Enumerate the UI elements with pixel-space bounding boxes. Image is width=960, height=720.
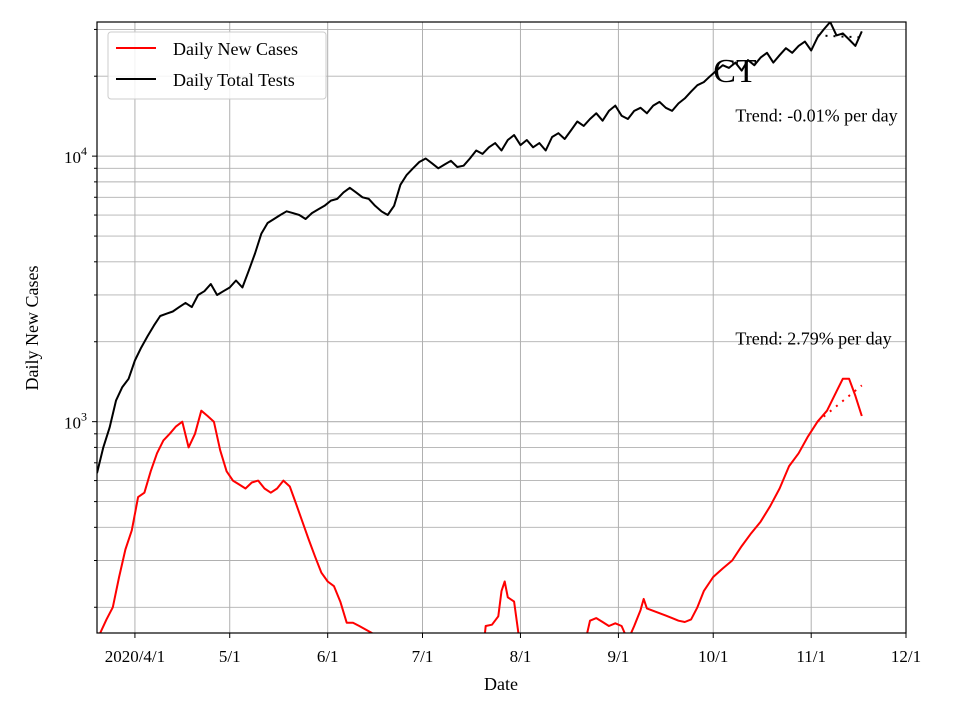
y-tick-label-0: 103	[64, 410, 87, 433]
annotations: CT Trend: -0.01% per day Trend: 2.79% per …	[713, 53, 897, 349]
legend-label-tests: Daily Total Tests	[173, 70, 295, 90]
x-tick-label-1: 5/1	[219, 647, 241, 666]
y-tick-base-0: 10	[64, 414, 81, 433]
series-line-0-part-1	[483, 580, 520, 633]
x-tick-label-3: 7/1	[412, 647, 434, 666]
y-tick-label-1: 104	[64, 144, 87, 167]
y-tick-exponent-0: 3	[81, 410, 87, 424]
x-tick-label-8: 12/1	[891, 647, 921, 666]
x-axis-label: Date	[484, 674, 518, 694]
x-tick-label-5: 9/1	[608, 647, 630, 666]
series-line-0-part-2	[586, 377, 863, 633]
ticks: 2020/4/1 5/1 6/1 7/1 8/1 9/1 10/1 11/1 12/110310…	[64, 28, 921, 666]
x-tick-label-4: 8/1	[510, 647, 532, 666]
series-layer	[97, 22, 863, 633]
series-line-0-part-0	[99, 409, 373, 633]
plot-frame	[96, 21, 907, 634]
legend-label-cases: Daily New Cases	[173, 39, 298, 59]
y-tick-exponent-1: 4	[81, 144, 87, 158]
annotation-2: Trend: 2.79% per day	[735, 329, 891, 349]
series-line-1-part-0	[97, 22, 863, 474]
annotation-1: Trend: -0.01% per day	[735, 106, 897, 126]
x-tick-label-0: 2020/4/1	[105, 647, 165, 666]
x-tick-label-6: 10/1	[698, 647, 728, 666]
annotation-0: CT	[713, 53, 757, 90]
x-tick-label-2: 6/1	[317, 647, 339, 666]
x-tick-label-7: 11/1	[796, 647, 826, 666]
y-tick-base-1: 10	[64, 148, 81, 167]
trend-line-1	[816, 384, 863, 423]
legend: Daily New Cases Daily Total Tests	[107, 31, 327, 100]
legend-box	[107, 31, 327, 100]
y-axis-label: Daily New Cases	[22, 266, 42, 391]
